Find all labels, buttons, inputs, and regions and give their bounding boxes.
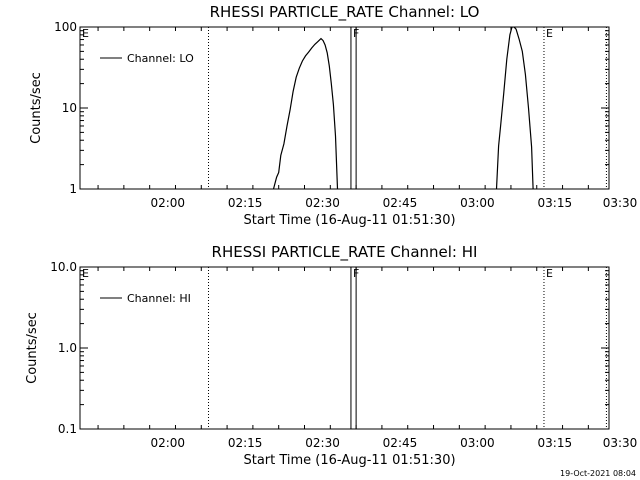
x-tick-label: 03:15 xyxy=(538,436,573,450)
x-tick-label: 02:15 xyxy=(228,436,263,450)
x-tick-label: 02:30 xyxy=(305,436,340,450)
x-tick-label: 02:45 xyxy=(383,436,418,450)
y-tick-label: 100 xyxy=(54,20,77,34)
event-marker-label: E xyxy=(546,267,553,280)
event-marker-label: E xyxy=(546,27,553,40)
series-line xyxy=(272,37,339,189)
x-tick-label: 02:00 xyxy=(150,436,185,450)
legend-label: Channel: LO xyxy=(127,52,194,65)
x-tick-label: 03:30 xyxy=(603,436,638,450)
x-tick-label: 02:45 xyxy=(383,196,418,210)
x-tick-label: 03:00 xyxy=(460,196,495,210)
y-tick-label: 10.0 xyxy=(50,260,77,274)
legend-label: Channel: HI xyxy=(127,292,191,305)
y-axis-label: Counts/sec xyxy=(29,72,44,144)
y-tick-label: 10 xyxy=(62,101,77,115)
x-tick-label: 02:15 xyxy=(228,196,263,210)
x-axis-label: Start Time (16-Aug-11 01:51:30) xyxy=(243,213,455,228)
x-tick-label: 03:00 xyxy=(460,436,495,450)
chart-title: RHESSI PARTICLE_RATE Channel: HI xyxy=(212,243,478,262)
panel-lo: RHESSI PARTICLE_RATE Channel: LOEFE02:00… xyxy=(29,3,637,228)
x-tick-label: 03:30 xyxy=(603,196,638,210)
x-tick-label: 02:00 xyxy=(150,196,185,210)
event-marker-label: E xyxy=(82,267,89,280)
x-axis-label: Start Time (16-Aug-11 01:51:30) xyxy=(243,453,455,468)
y-axis-label: Counts/sec xyxy=(25,312,40,384)
y-tick-label: 1 xyxy=(69,182,77,196)
timestamp-footer: 19-Oct-2021 08:04 xyxy=(560,469,636,478)
x-tick-label: 03:15 xyxy=(538,196,573,210)
series-line xyxy=(495,27,534,189)
y-tick-label: 0.1 xyxy=(58,422,77,436)
y-tick-label: 1.0 xyxy=(58,341,77,355)
x-tick-label: 02:30 xyxy=(305,196,340,210)
panel-hi: RHESSI PARTICLE_RATE Channel: HIEFE02:00… xyxy=(25,243,637,468)
event-marker-label: E xyxy=(82,27,89,40)
chart-title: RHESSI PARTICLE_RATE Channel: LO xyxy=(210,3,480,22)
